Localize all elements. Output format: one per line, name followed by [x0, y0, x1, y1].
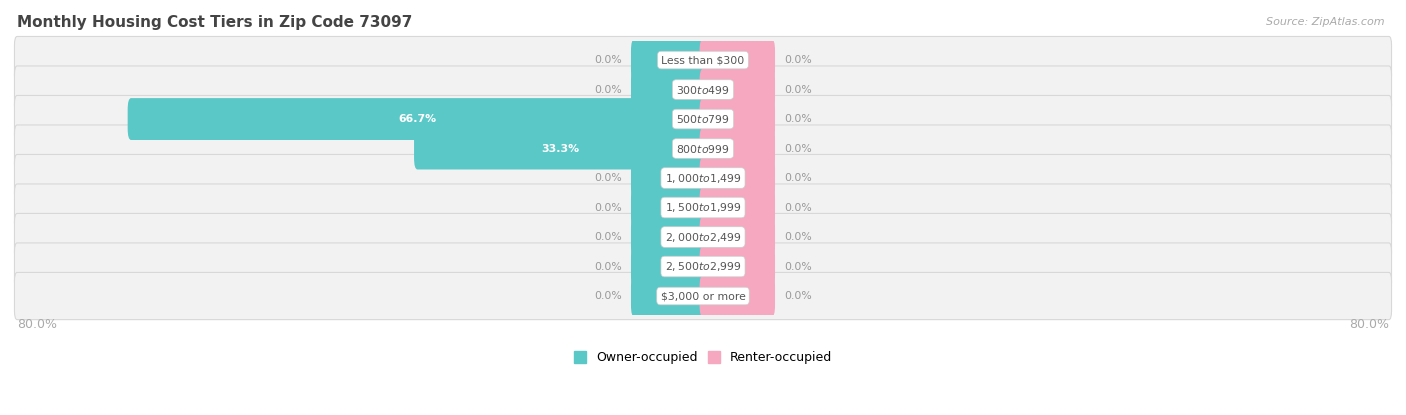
Text: 80.0%: 80.0% — [17, 318, 58, 331]
FancyBboxPatch shape — [700, 157, 775, 199]
FancyBboxPatch shape — [631, 157, 706, 199]
FancyBboxPatch shape — [631, 216, 706, 258]
Text: 0.0%: 0.0% — [593, 85, 621, 95]
Text: 0.0%: 0.0% — [785, 114, 813, 124]
Legend: Owner-occupied, Renter-occupied: Owner-occupied, Renter-occupied — [568, 346, 838, 369]
Text: $500 to $799: $500 to $799 — [676, 113, 730, 125]
FancyBboxPatch shape — [14, 95, 1392, 143]
FancyBboxPatch shape — [14, 184, 1392, 231]
FancyBboxPatch shape — [631, 275, 706, 317]
FancyBboxPatch shape — [14, 125, 1392, 172]
Text: 0.0%: 0.0% — [593, 55, 621, 65]
Text: 0.0%: 0.0% — [785, 144, 813, 154]
Text: $2,000 to $2,499: $2,000 to $2,499 — [665, 231, 741, 244]
Text: $1,500 to $1,999: $1,500 to $1,999 — [665, 201, 741, 214]
Text: 80.0%: 80.0% — [1348, 318, 1389, 331]
FancyBboxPatch shape — [413, 127, 706, 169]
FancyBboxPatch shape — [700, 127, 775, 169]
Text: 33.3%: 33.3% — [541, 144, 579, 154]
Text: 0.0%: 0.0% — [593, 291, 621, 301]
Text: 0.0%: 0.0% — [593, 203, 621, 212]
Text: $3,000 or more: $3,000 or more — [661, 291, 745, 301]
FancyBboxPatch shape — [14, 213, 1392, 261]
FancyBboxPatch shape — [128, 98, 706, 140]
Text: $800 to $999: $800 to $999 — [676, 142, 730, 154]
FancyBboxPatch shape — [631, 187, 706, 229]
FancyBboxPatch shape — [631, 246, 706, 288]
Text: Monthly Housing Cost Tiers in Zip Code 73097: Monthly Housing Cost Tiers in Zip Code 7… — [17, 15, 412, 30]
Text: Less than $300: Less than $300 — [661, 55, 745, 65]
Text: 0.0%: 0.0% — [593, 261, 621, 271]
Text: 66.7%: 66.7% — [398, 114, 436, 124]
FancyBboxPatch shape — [14, 154, 1392, 202]
FancyBboxPatch shape — [700, 246, 775, 288]
FancyBboxPatch shape — [631, 39, 706, 81]
FancyBboxPatch shape — [14, 37, 1392, 84]
Text: 0.0%: 0.0% — [785, 55, 813, 65]
FancyBboxPatch shape — [700, 275, 775, 317]
FancyBboxPatch shape — [700, 98, 775, 140]
Text: 0.0%: 0.0% — [785, 203, 813, 212]
FancyBboxPatch shape — [700, 68, 775, 110]
Text: 0.0%: 0.0% — [785, 261, 813, 271]
FancyBboxPatch shape — [14, 243, 1392, 290]
FancyBboxPatch shape — [14, 66, 1392, 113]
Text: 0.0%: 0.0% — [785, 85, 813, 95]
Text: $300 to $499: $300 to $499 — [676, 83, 730, 95]
FancyBboxPatch shape — [700, 216, 775, 258]
Text: 0.0%: 0.0% — [593, 232, 621, 242]
Text: 0.0%: 0.0% — [593, 173, 621, 183]
Text: Source: ZipAtlas.com: Source: ZipAtlas.com — [1267, 17, 1385, 27]
FancyBboxPatch shape — [700, 39, 775, 81]
FancyBboxPatch shape — [700, 187, 775, 229]
Text: $1,000 to $1,499: $1,000 to $1,499 — [665, 171, 741, 185]
Text: 0.0%: 0.0% — [785, 173, 813, 183]
Text: 0.0%: 0.0% — [785, 232, 813, 242]
Text: $2,500 to $2,999: $2,500 to $2,999 — [665, 260, 741, 273]
FancyBboxPatch shape — [14, 272, 1392, 320]
FancyBboxPatch shape — [631, 68, 706, 110]
Text: 0.0%: 0.0% — [785, 291, 813, 301]
